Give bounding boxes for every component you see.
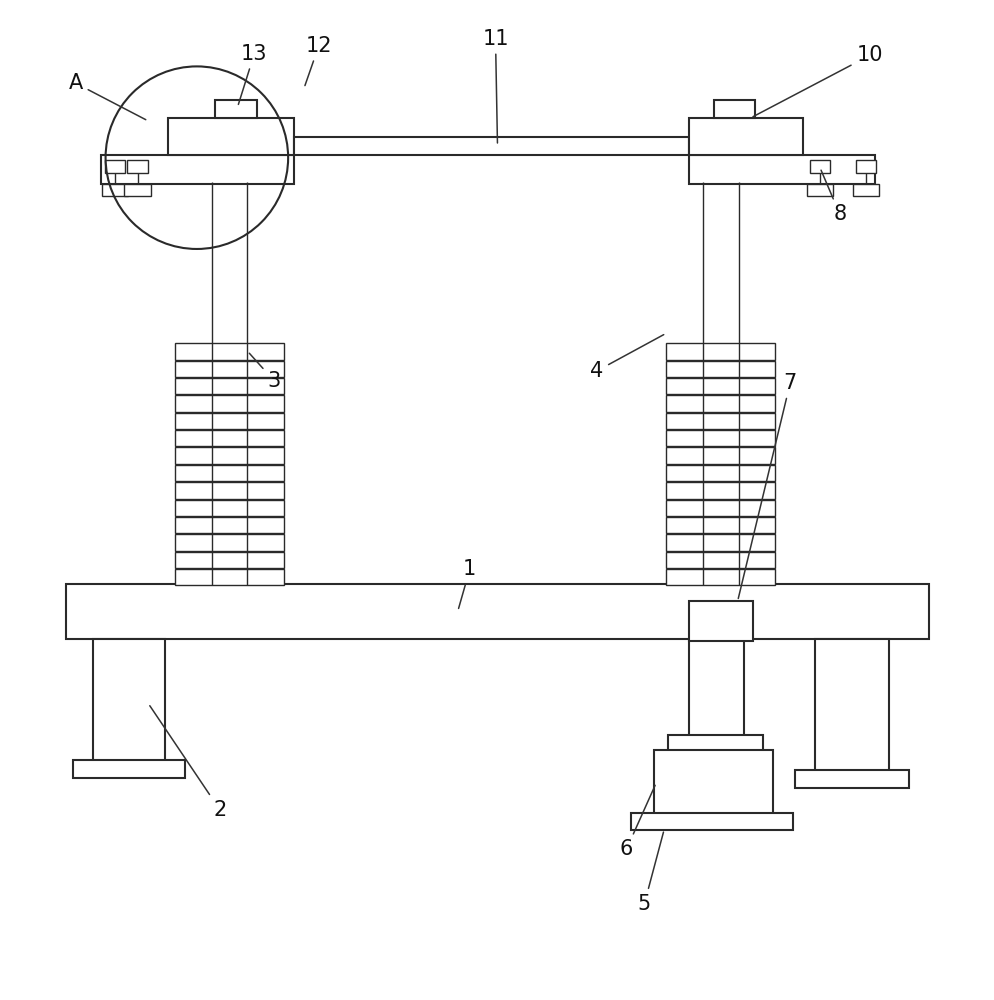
Bar <box>168 118 294 155</box>
Bar <box>666 395 774 412</box>
Bar <box>688 118 802 155</box>
Bar <box>175 447 284 464</box>
Bar <box>855 160 875 173</box>
Bar <box>666 378 774 394</box>
Bar <box>794 770 909 788</box>
Text: 3: 3 <box>249 353 280 391</box>
Bar <box>688 601 752 641</box>
Bar <box>66 584 928 639</box>
Text: 12: 12 <box>304 36 332 86</box>
Bar <box>175 361 284 377</box>
Bar <box>104 160 125 173</box>
Bar <box>852 184 878 196</box>
Bar <box>175 413 284 429</box>
Text: A: A <box>69 73 146 120</box>
Bar <box>806 184 832 196</box>
Bar <box>175 517 284 533</box>
Text: 11: 11 <box>482 29 508 143</box>
Bar <box>175 343 284 360</box>
Bar <box>666 552 774 568</box>
Bar <box>666 447 774 464</box>
Bar <box>215 100 257 118</box>
Bar <box>294 137 688 155</box>
Bar <box>688 155 874 184</box>
Bar <box>666 465 774 481</box>
Bar <box>814 639 889 778</box>
Text: 6: 6 <box>619 785 654 859</box>
Bar <box>124 184 151 196</box>
Bar <box>666 482 774 499</box>
Bar <box>654 750 772 815</box>
Bar <box>713 100 754 118</box>
Bar <box>666 500 774 516</box>
Bar <box>92 639 165 768</box>
Bar <box>666 534 774 551</box>
Text: 1: 1 <box>458 559 476 608</box>
Text: 13: 13 <box>239 44 267 104</box>
Bar <box>175 482 284 499</box>
Bar <box>175 465 284 481</box>
Text: 2: 2 <box>150 706 226 820</box>
Bar <box>175 569 284 585</box>
Bar <box>175 430 284 446</box>
Text: 8: 8 <box>820 170 846 224</box>
Bar <box>666 361 774 377</box>
Bar <box>175 534 284 551</box>
Bar <box>666 517 774 533</box>
Text: 4: 4 <box>589 335 663 381</box>
Bar <box>101 184 128 196</box>
Bar <box>175 395 284 412</box>
Bar <box>666 413 774 429</box>
Bar <box>809 160 829 173</box>
Bar <box>668 735 762 753</box>
Bar <box>175 378 284 394</box>
Bar <box>666 430 774 446</box>
Bar <box>73 760 185 778</box>
Text: 7: 7 <box>738 373 796 599</box>
Text: 5: 5 <box>637 832 663 914</box>
Bar <box>175 500 284 516</box>
Bar <box>666 343 774 360</box>
Bar <box>175 552 284 568</box>
Bar <box>100 155 294 184</box>
Bar <box>666 569 774 585</box>
Bar <box>127 160 148 173</box>
Bar <box>688 639 743 743</box>
Text: 10: 10 <box>752 45 882 117</box>
Bar <box>631 813 792 830</box>
